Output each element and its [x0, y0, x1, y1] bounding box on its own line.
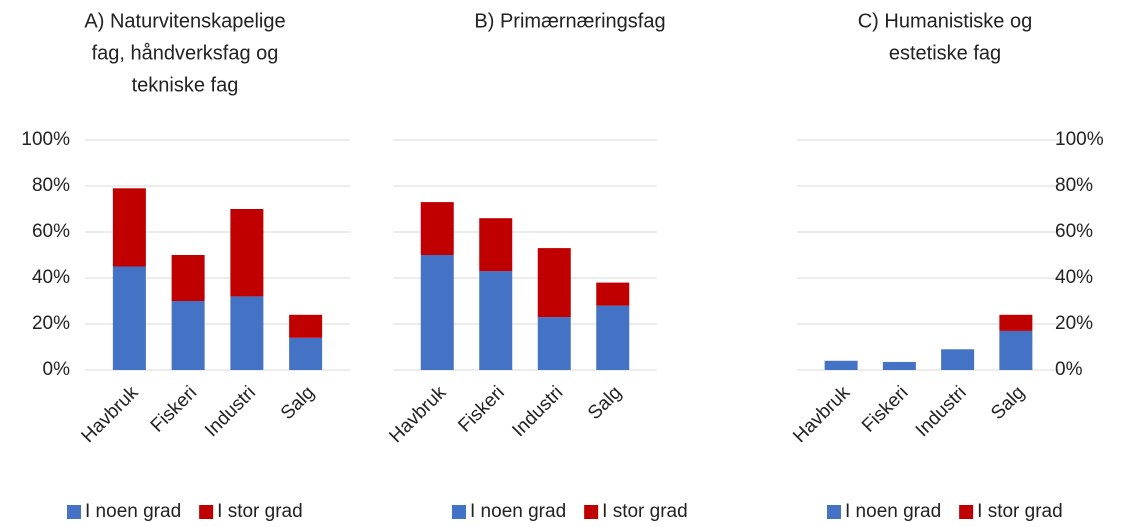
bar [596, 282, 630, 306]
x-tick-label: Fiskeri [454, 382, 508, 436]
bar [999, 330, 1033, 370]
bar [112, 266, 146, 370]
chart-title: fag, håndverksfag og [92, 42, 279, 64]
chart-title: tekniske fag [132, 74, 239, 96]
legend-label: I noen grad [85, 501, 181, 522]
x-tick-label: Havbruk [789, 382, 854, 447]
bar [289, 314, 323, 338]
bar [596, 305, 630, 370]
bar [112, 188, 146, 267]
y-tick-label: 0% [1055, 359, 1083, 380]
legend-swatch [452, 505, 466, 519]
chart-title: C) Humanistiske og [858, 10, 1033, 32]
bar [999, 314, 1033, 331]
bar [479, 271, 513, 370]
x-tick-label: Fiskeri [858, 382, 912, 436]
legend-label: I noen grad [845, 501, 941, 522]
x-tick-label: Havbruk [78, 382, 143, 447]
x-tick-label: Fiskeri [147, 382, 201, 436]
bar [171, 255, 205, 301]
bar [230, 296, 264, 370]
bar [171, 301, 205, 370]
legend-label: I noen grad [470, 501, 566, 522]
bar [824, 360, 858, 370]
y-tick-label: 0% [43, 359, 71, 380]
legend-swatch [959, 505, 974, 519]
bar [537, 317, 571, 370]
y-tick-label: 20% [32, 313, 70, 334]
legend-swatch [67, 505, 81, 519]
y-tick-label: 80% [32, 175, 70, 196]
legend-swatch [827, 505, 841, 519]
y-tick-label: 100% [1055, 129, 1104, 150]
bar [882, 361, 916, 370]
bar [420, 202, 454, 255]
x-tick-label: Industri [912, 382, 971, 441]
x-tick-label: Industri [201, 382, 260, 441]
legend-label: I stor grad [977, 501, 1063, 522]
y-tick-label: 40% [1055, 267, 1093, 288]
legend-swatch [584, 505, 599, 519]
bar [420, 255, 454, 370]
y-tick-label: 100% [21, 129, 70, 150]
bar [289, 337, 323, 370]
y-tick-label: 60% [32, 221, 70, 242]
chart-title: B) Primærnæringsfag [474, 10, 665, 32]
y-tick-label: 40% [32, 267, 70, 288]
legend-label: I stor grad [217, 501, 303, 522]
bar [537, 248, 571, 318]
x-tick-label: Havbruk [385, 382, 450, 447]
y-tick-label: 20% [1055, 313, 1093, 334]
bar [479, 218, 513, 272]
chart-title: A) Naturvitenskapelige [84, 10, 285, 32]
y-tick-label: 80% [1055, 175, 1093, 196]
y-tick-label: 60% [1055, 221, 1093, 242]
x-tick-label: Industri [508, 382, 567, 441]
chart-title: estetiske fag [889, 42, 1001, 64]
bar [230, 209, 264, 297]
x-tick-label: Salg [987, 382, 1029, 424]
legend-label: I stor grad [602, 501, 688, 522]
legend-swatch [199, 505, 214, 519]
bar [941, 349, 975, 370]
x-tick-label: Salg [277, 382, 319, 424]
x-tick-label: Salg [584, 382, 626, 424]
